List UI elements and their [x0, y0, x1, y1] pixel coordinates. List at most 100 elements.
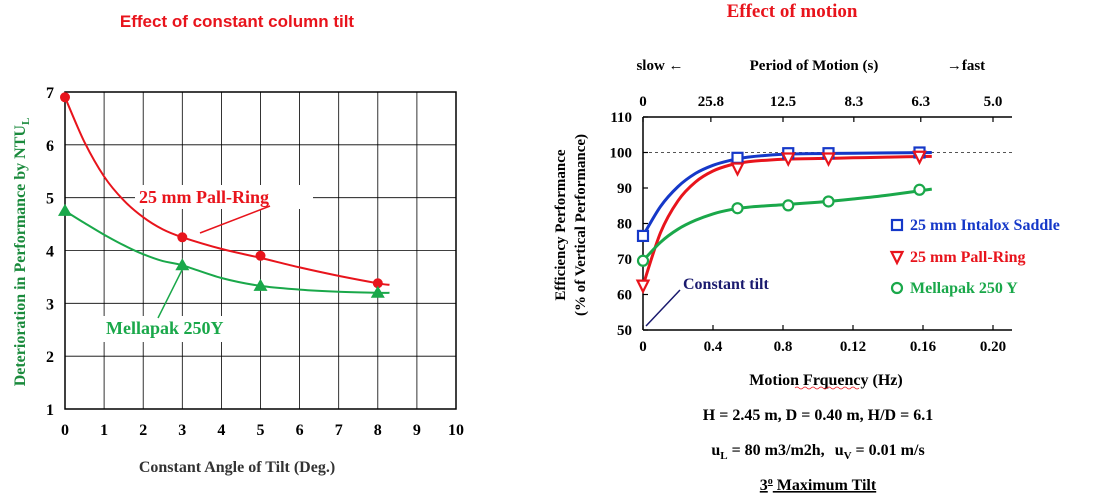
mellapak-label-bg [100, 316, 260, 342]
mellapak-250-y-legend-marker [890, 281, 904, 295]
mellapak-250-y-motion-point [822, 195, 835, 208]
mellapak-250-y-motion-point [782, 199, 795, 212]
25-mm-intalox-saddle-legend-label: 25 mm Intalox Saddle [910, 217, 1060, 234]
mellapak-leader-line [157, 269, 183, 319]
pall-ring-label-bg [135, 185, 313, 209]
tilt-x-tick-label: 10 [448, 422, 464, 439]
25-mm-pall-ring-tilt-point [177, 232, 188, 243]
fast-label: →fast [947, 58, 985, 74]
25-mm-pall-ring-legend-marker [889, 250, 905, 266]
motion-chart-y-axis-label-2: (% of Vertical Performance) [573, 134, 589, 316]
tilt-chart-y-axis-label-sub: L [20, 118, 32, 125]
period-tick-label: 0 [639, 94, 647, 110]
tilt-x-tick-label: 9 [413, 422, 421, 439]
motion-x-tick-label: 0.16 [910, 339, 937, 355]
25-mm-pall-ring-tilt-point [255, 250, 266, 261]
mellapak-250y-tilt-point [58, 203, 72, 216]
degree-symbol: o [768, 476, 773, 487]
constant-tilt-leader-line [645, 289, 681, 327]
mellapak-250y-tilt-point [175, 258, 190, 271]
motion-chart-period-ticks: 0 25.8 12.5 8.3 6.3 5.0 [639, 94, 1002, 122]
mellapak-annotation: Mellapak 250Y [106, 318, 224, 338]
period-axis-label: Period of Motion (s) [750, 58, 879, 74]
max-tilt-value: 3 [760, 477, 768, 494]
motion-x-tick-label: 0.20 [980, 339, 1006, 355]
mellapak-250y-tilt-point [370, 285, 385, 298]
tilt-x-tick-label: 6 [296, 422, 304, 439]
period-tick-label: 5.0 [984, 94, 1003, 110]
motion-chart-x-ticks: 0 0.4 0.8 0.12 0.16 0.20 [639, 325, 1006, 355]
25-mm-pall-ring-motion-curve [641, 154, 932, 287]
mellapak-250-y-motion-point [636, 254, 650, 267]
tilt-chart: Effect of constant column tilt 1 2 3 4 5 6 7 0… [12, 12, 464, 476]
tilt-y-tick-label: 4 [46, 244, 54, 261]
tilt-chart-markers [58, 92, 385, 298]
motion-chart-curves [641, 151, 933, 287]
tilt-y-tick-label: 1 [46, 402, 54, 419]
motion-y-tick-label: 70 [617, 252, 632, 268]
vapor-velocity-value: = 0.01 m/s [852, 442, 925, 459]
25-mm-pall-ring-tilt-point [372, 278, 383, 289]
mellapak-250-y-motion-point [731, 202, 744, 215]
motion-chart: Effect of motion slow ← Period of Motion… [553, 1, 1060, 494]
tilt-chart-x-axis-label: Constant Angle of Tilt (Deg.) [139, 459, 335, 476]
slow-label: slow ← [636, 58, 683, 74]
motion-y-tick-label: 100 [610, 146, 633, 162]
period-tick-label: 6.3 [911, 94, 930, 110]
tilt-chart-y-ticks: 1 2 3 4 5 6 7 [46, 85, 54, 419]
mellapak-250-y-motion-point [913, 183, 926, 196]
25-mm-intalox-saddle-legend-marker [890, 218, 904, 232]
tilt-x-tick-label: 8 [374, 422, 382, 439]
tilt-chart-grid [65, 92, 456, 409]
tilt-chart-plot-frame [64, 91, 457, 410]
25-mm-pall-ring-motion-point [730, 162, 745, 177]
period-tick-label: 12.5 [770, 94, 796, 110]
period-tick-label: 8.3 [844, 94, 863, 110]
vapor-velocity-symbol: u [835, 442, 844, 459]
tilt-y-tick-label: 3 [46, 296, 54, 313]
max-tilt-label: Maximum Tilt [773, 477, 877, 494]
motion-y-tick-label: 80 [617, 217, 632, 233]
motion-x-tick-label: 0.4 [704, 339, 723, 355]
motion-chart-markers [635, 146, 927, 295]
liquid-velocity-subscript: L [720, 450, 727, 462]
vapor-velocity-subscript: V [844, 450, 852, 462]
tilt-x-tick-label: 7 [335, 422, 343, 439]
tilt-chart-y-axis-label: Deterioration in Performance by NTUL [12, 118, 32, 387]
motion-chart-legend: 25 mm Intalox Saddle 25 mm Pall-Ring Mella… [889, 217, 1060, 297]
constant-tilt-annotation: Constant tilt [683, 276, 769, 293]
tilt-x-tick-label: 2 [139, 422, 147, 439]
tilt-x-tick-label: 5 [257, 422, 265, 439]
liquid-velocity-value: = 80 m3/m2h, [728, 442, 825, 459]
motion-y-tick-label: 90 [617, 181, 632, 197]
tilt-y-tick-label: 2 [46, 349, 54, 366]
liquid-velocity-symbol: u [711, 442, 720, 459]
motion-y-tick-label: 50 [617, 323, 632, 339]
mellapak-250y-tilt-point [253, 278, 268, 291]
25-mm-pall-ring-motion-point [635, 279, 651, 295]
pall-ring-annotation: 25 mm Pall-Ring [139, 187, 269, 207]
tilt-x-tick-label: 0 [61, 422, 69, 439]
tilt-x-tick-label: 4 [217, 422, 225, 439]
motion-x-tick-label: 0 [639, 339, 647, 355]
tilt-y-tick-label: 7 [46, 85, 54, 102]
25-mm-pall-ring-tilt-point [60, 92, 70, 103]
tilt-chart-title: Effect of constant column tilt [120, 12, 355, 31]
motion-chart-y-axis-label: Efficiency Performance [553, 149, 569, 301]
motion-chart-y-ticks: 50 60 70 80 90 100 110 [610, 110, 648, 339]
period-tick-label: 25.8 [698, 94, 724, 110]
25-mm-intalox-saddle-motion-point [636, 229, 650, 243]
motion-chart-title: Effect of motion [727, 1, 858, 22]
tilt-chart-y-axis-label-main: Deterioration in Performance by NTU [12, 125, 29, 387]
flow-rates-note: uL = 80 m3/m2h, uV = 0.01 m/s [711, 442, 924, 462]
max-tilt-note: 3o Maximum Tilt [760, 476, 877, 494]
pall-ring-leader-line [199, 205, 271, 234]
25-mm-intalox-saddle-motion-point [731, 151, 744, 164]
column-dimensions-note: H = 2.45 m, D = 0.40 m, H/D = 6.1 [703, 407, 933, 424]
tilt-x-tick-label: 3 [178, 422, 186, 439]
motion-y-tick-label: 60 [617, 288, 632, 304]
motion-x-tick-label: 0.12 [840, 339, 866, 355]
25-mm-pall-ring-motion-point [912, 150, 927, 166]
tilt-y-tick-label: 6 [46, 138, 54, 155]
